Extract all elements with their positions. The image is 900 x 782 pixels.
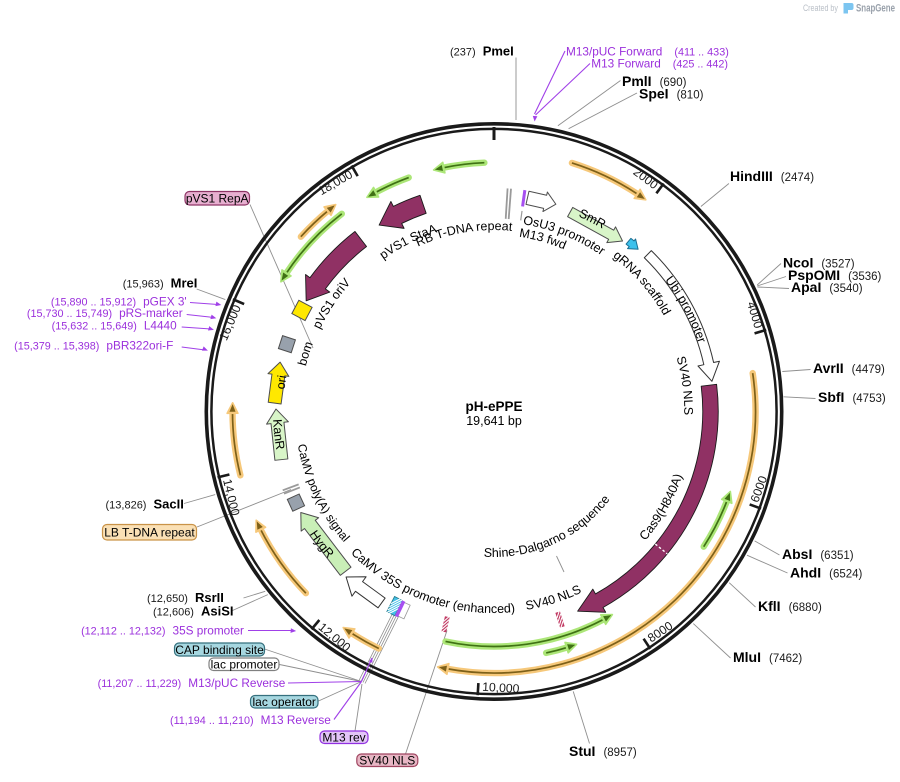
- svg-text:lac promoter: lac promoter: [211, 658, 278, 672]
- svg-text:(12,650)RsrII: (12,650) RsrII: [147, 590, 224, 605]
- svg-text:(11,207 .. 11,229)M13/pUC Reve: (11,207 .. 11,229) M13/pUC Reverse: [98, 676, 286, 690]
- svg-text:KanR: KanR: [270, 419, 287, 451]
- svg-text:KflI(6880): KflI (6880): [758, 598, 822, 614]
- svg-text:10,000: 10,000: [482, 680, 520, 696]
- svg-text:pVS1 RepA: pVS1 RepA: [186, 192, 249, 206]
- svg-text:ori: ori: [274, 374, 290, 390]
- svg-text:(15,730 .. 15,749)pRS-marker: (15,730 .. 15,749) pRS-marker: [27, 306, 183, 320]
- svg-text:(15,379 .. 15,398)pBR322ori-F: (15,379 .. 15,398) pBR322ori-F: [14, 339, 173, 353]
- svg-text:SnapGene: SnapGene: [856, 3, 895, 15]
- svg-text:LB T-DNA repeat: LB T-DNA repeat: [104, 526, 195, 540]
- svg-text:M13/pUC Forward(411 .. 433): M13/pUC Forward (411 .. 433): [566, 45, 729, 59]
- svg-text:pH-ePPE: pH-ePPE: [465, 399, 522, 414]
- svg-text:PspOMI(3536): PspOMI (3536): [788, 267, 882, 283]
- svg-text:SbfI(4753): SbfI (4753): [818, 389, 886, 405]
- svg-text:(12,112 .. 12,132)35S promoter: (12,112 .. 12,132) 35S promoter: [81, 624, 244, 638]
- svg-text:StuI(8957): StuI (8957): [569, 743, 637, 759]
- svg-text:lac operator: lac operator: [253, 695, 316, 709]
- svg-text:(15,963)MreI: (15,963) MreI: [123, 276, 198, 291]
- svg-text:(13,826)SacII: (13,826) SacII: [106, 497, 184, 512]
- svg-text:SV40 NLS: SV40 NLS: [359, 754, 415, 768]
- svg-text:(12,606)AsiSI: (12,606) AsiSI: [153, 604, 234, 619]
- svg-text:(15,632 .. 15,649)L4440: (15,632 .. 15,649) L4440: [52, 319, 177, 333]
- svg-text:(11,194 .. 11,210)M13 Reverse: (11,194 .. 11,210) M13 Reverse: [170, 713, 331, 727]
- svg-text:M13 rev: M13 rev: [322, 731, 365, 745]
- svg-text:(237)PmeI: (237) PmeI: [450, 44, 514, 59]
- svg-text:HindIII(2474): HindIII (2474): [730, 168, 814, 184]
- svg-text:19,641 bp: 19,641 bp: [466, 414, 522, 428]
- svg-text:Created by: Created by: [803, 3, 838, 13]
- svg-text:M13 Forward(425 .. 442): M13 Forward (425 .. 442): [591, 57, 728, 71]
- svg-text:CAP binding site: CAP binding site: [175, 643, 264, 657]
- svg-text:(15,890 .. 15,912)pGEX 3': (15,890 .. 15,912) pGEX 3': [51, 295, 187, 309]
